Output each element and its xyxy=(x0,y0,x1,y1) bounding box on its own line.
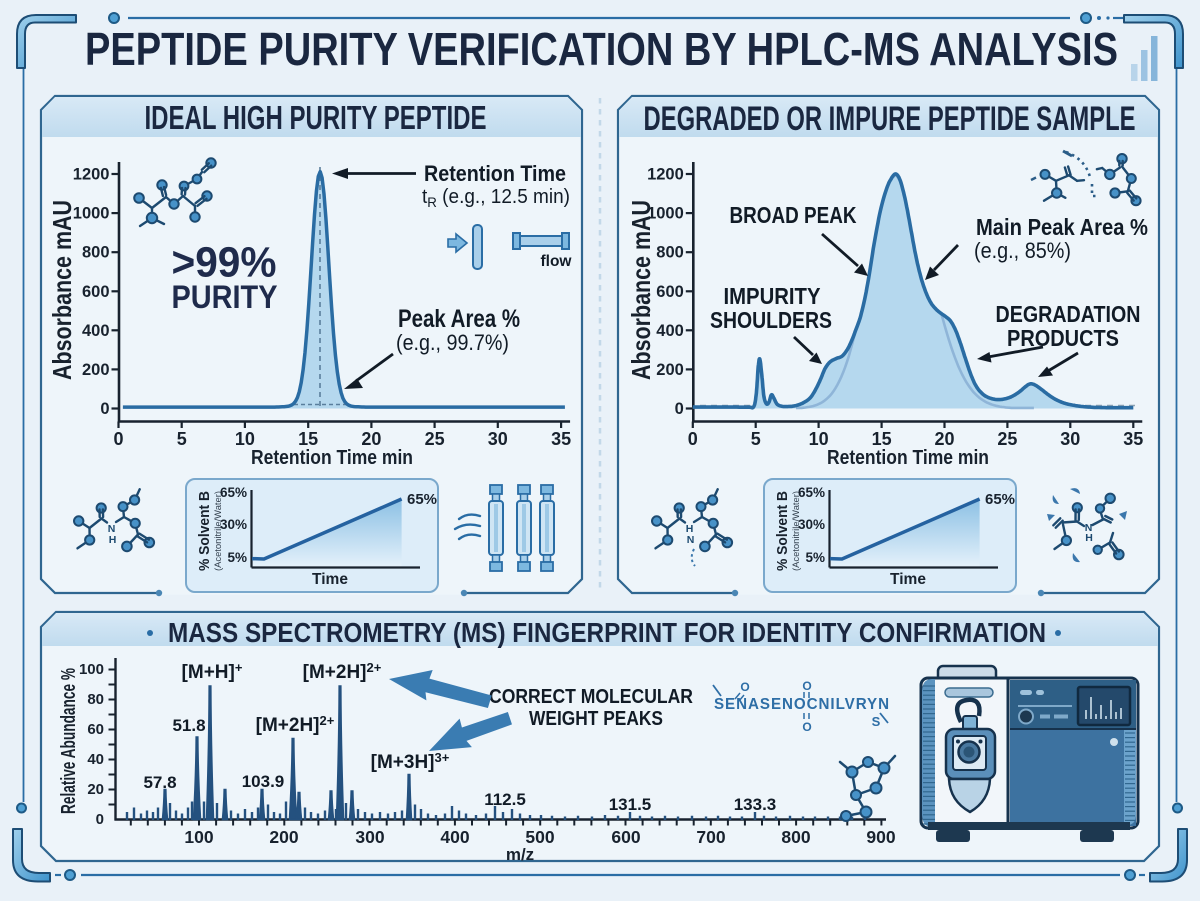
svg-text:30%: 30% xyxy=(798,517,825,532)
svg-text:500: 500 xyxy=(525,827,554,847)
svg-text:800: 800 xyxy=(82,244,110,262)
svg-text:IMPURITY: IMPURITY xyxy=(724,283,821,309)
svg-text:PURITY: PURITY xyxy=(172,279,278,315)
svg-text:0: 0 xyxy=(100,400,109,418)
svg-text:100: 100 xyxy=(184,827,213,847)
svg-text:O: O xyxy=(802,679,811,693)
svg-text:10: 10 xyxy=(235,429,255,449)
svg-text:15: 15 xyxy=(872,429,892,449)
svg-text:PRODUCTS: PRODUCTS xyxy=(1007,325,1119,351)
svg-text:15: 15 xyxy=(298,429,318,449)
svg-text:0: 0 xyxy=(688,429,698,449)
svg-text:600: 600 xyxy=(611,827,640,847)
svg-text:10: 10 xyxy=(809,429,829,449)
svg-text:Absorbance mAU: Absorbance mAU xyxy=(47,200,77,380)
svg-text:5%: 5% xyxy=(227,550,247,565)
svg-text:600: 600 xyxy=(656,283,684,301)
svg-text:CORRECT MOLECULAR: CORRECT MOLECULAR xyxy=(489,686,693,708)
svg-text:0: 0 xyxy=(113,429,123,449)
svg-text:400: 400 xyxy=(440,827,469,847)
svg-text:30: 30 xyxy=(488,429,508,449)
svg-text:IDEAL HIGH PURITY PEPTIDE: IDEAL HIGH PURITY PEPTIDE xyxy=(145,99,487,136)
svg-text:(e.g., 99.7%): (e.g., 99.7%) xyxy=(396,330,509,355)
svg-text:51.8: 51.8 xyxy=(172,716,205,735)
svg-text:0: 0 xyxy=(96,811,104,828)
svg-text:103.9: 103.9 xyxy=(242,772,285,791)
svg-text:400: 400 xyxy=(656,322,684,340)
svg-text:900: 900 xyxy=(866,827,895,847)
svg-text:WEIGHT PEAKS: WEIGHT PEAKS xyxy=(529,708,663,730)
svg-text:0: 0 xyxy=(675,400,684,418)
svg-text:60: 60 xyxy=(87,721,104,738)
svg-text:30%: 30% xyxy=(220,517,247,532)
svg-text:MASS SPECTROMETRY (MS) FINGERP: MASS SPECTROMETRY (MS) FINGERPRINT FOR I… xyxy=(168,617,1046,648)
svg-text:65%: 65% xyxy=(220,485,247,500)
svg-text:400: 400 xyxy=(82,322,110,340)
svg-text:flow: flow xyxy=(541,253,573,270)
svg-text:57.8: 57.8 xyxy=(143,773,176,792)
svg-text:200: 200 xyxy=(82,361,110,379)
svg-text:112.5: 112.5 xyxy=(484,790,526,809)
svg-text:131.5: 131.5 xyxy=(609,795,652,814)
svg-text:[M+H]+: [M+H]+ xyxy=(182,660,243,683)
svg-text:1200: 1200 xyxy=(647,166,684,184)
svg-text:Relative Abundance %: Relative Abundance % xyxy=(58,668,80,814)
svg-text:200: 200 xyxy=(656,361,684,379)
svg-text:65%: 65% xyxy=(798,485,825,500)
svg-text:200: 200 xyxy=(269,827,298,847)
svg-text:100: 100 xyxy=(79,661,104,678)
svg-text:80: 80 xyxy=(87,691,104,708)
svg-text:65%: 65% xyxy=(985,491,1015,508)
svg-text:5: 5 xyxy=(751,429,761,449)
svg-text:% Solvent B: % Solvent B xyxy=(196,491,213,571)
svg-text:1000: 1000 xyxy=(73,205,110,223)
svg-text:1200: 1200 xyxy=(73,166,110,184)
svg-text:BROAD PEAK: BROAD PEAK xyxy=(730,202,857,228)
svg-text:35: 35 xyxy=(1123,429,1143,449)
svg-text:N: N xyxy=(687,534,695,546)
svg-text:800: 800 xyxy=(781,827,810,847)
svg-text:20: 20 xyxy=(934,429,954,449)
svg-text:600: 600 xyxy=(82,283,110,301)
svg-text:DEGRADED OR IMPURE PEPTIDE SAM: DEGRADED OR IMPURE PEPTIDE SAMPLE xyxy=(644,100,1136,138)
svg-text:PEPTIDE PURITY VERIFICATION BY: PEPTIDE PURITY VERIFICATION BY HPLC-MS A… xyxy=(85,23,1118,75)
svg-text:Retention Time: Retention Time xyxy=(424,161,566,186)
svg-text:Retention Time min: Retention Time min xyxy=(827,447,989,469)
svg-text:H: H xyxy=(1085,532,1093,544)
svg-text:Retention Time min: Retention Time min xyxy=(251,447,413,469)
svg-text:20: 20 xyxy=(361,429,381,449)
svg-text:Time: Time xyxy=(890,571,926,588)
svg-text:O: O xyxy=(802,720,811,734)
svg-text:m/z: m/z xyxy=(506,845,534,864)
svg-text:DEGRADATION: DEGRADATION xyxy=(996,301,1141,327)
svg-text:O: O xyxy=(740,680,749,694)
svg-text:700: 700 xyxy=(696,827,725,847)
svg-text:S: S xyxy=(872,714,881,729)
svg-text:20: 20 xyxy=(87,781,104,798)
svg-text:30: 30 xyxy=(1060,429,1080,449)
svg-text:5%: 5% xyxy=(805,550,825,565)
svg-text:133.3: 133.3 xyxy=(734,795,777,814)
svg-text:25: 25 xyxy=(997,429,1017,449)
svg-text:% Solvent B: % Solvent B xyxy=(774,491,791,571)
svg-text:SHOULDERS: SHOULDERS xyxy=(710,307,832,333)
svg-text:25: 25 xyxy=(425,429,445,449)
svg-text:35: 35 xyxy=(551,429,571,449)
svg-text:5: 5 xyxy=(177,429,187,449)
svg-text:300: 300 xyxy=(355,827,384,847)
svg-text:800: 800 xyxy=(656,244,684,262)
svg-text:40: 40 xyxy=(87,751,104,768)
svg-text:tR (e.g., 12.5 min): tR (e.g., 12.5 min) xyxy=(422,186,570,210)
svg-text:Time: Time xyxy=(312,571,348,588)
svg-text:(e.g., 85%): (e.g., 85%) xyxy=(974,238,1071,263)
svg-text:Absorbance mAU: Absorbance mAU xyxy=(626,200,656,380)
svg-text:Peak Area %: Peak Area % xyxy=(398,305,520,333)
svg-text:H: H xyxy=(109,534,117,546)
svg-text:65%: 65% xyxy=(407,491,437,508)
svg-text:Main Peak Area %: Main Peak Area % xyxy=(976,214,1148,240)
